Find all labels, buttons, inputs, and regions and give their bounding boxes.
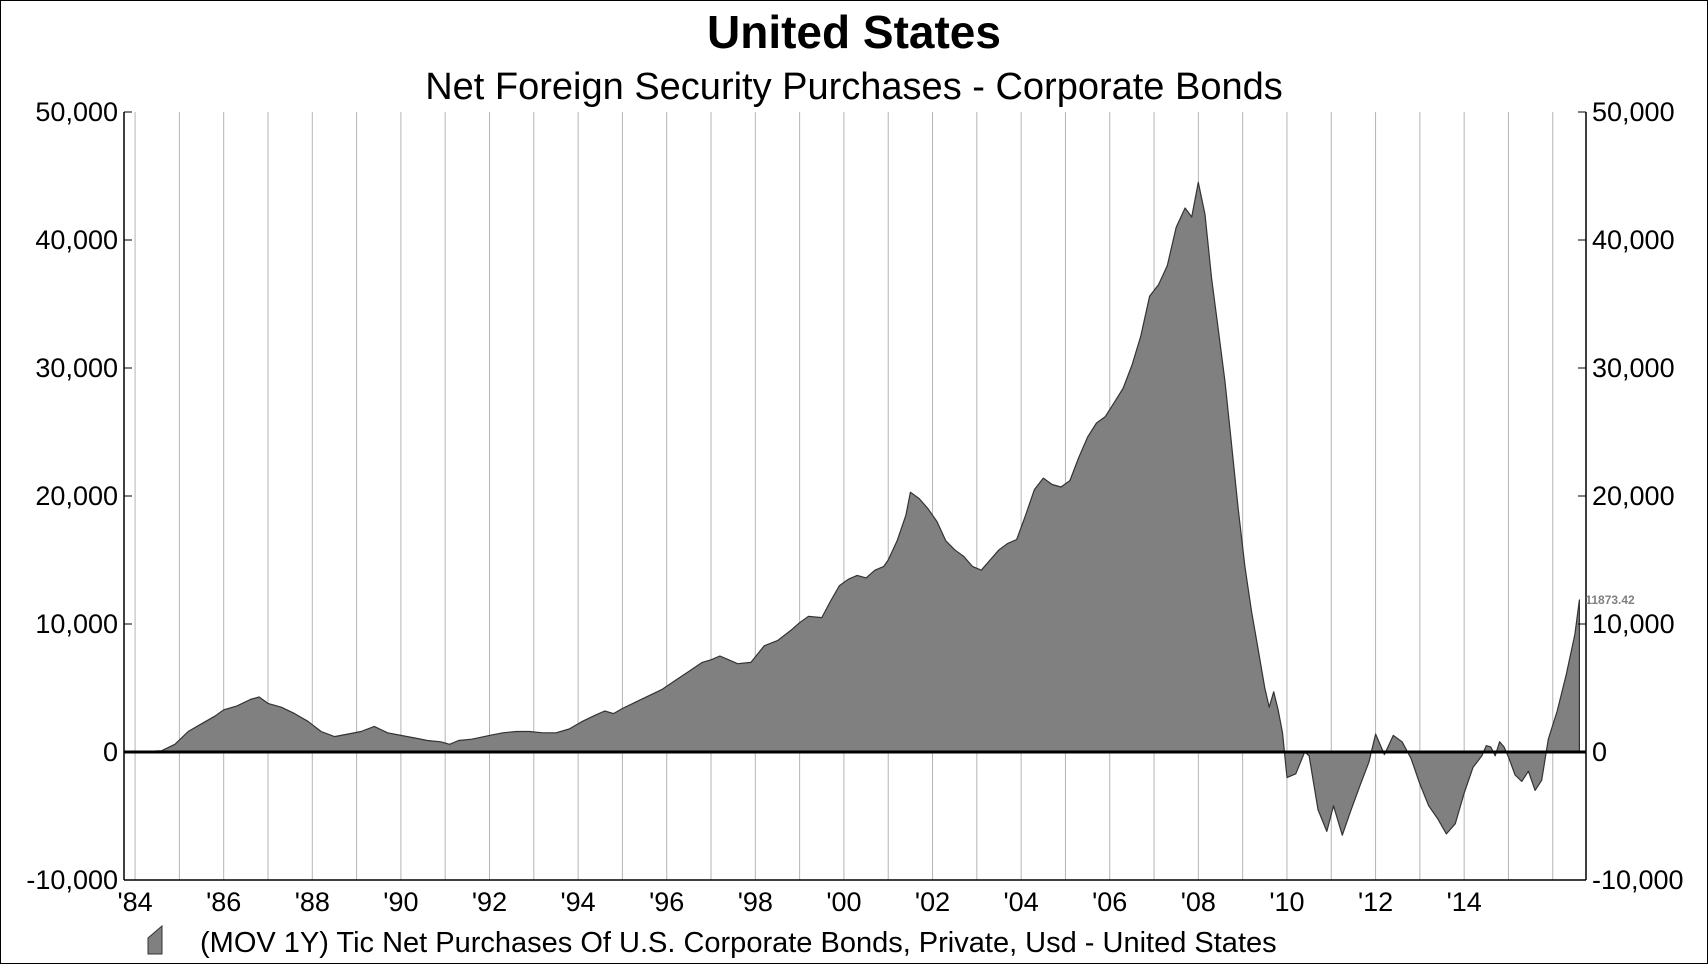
chart-subtitle: Net Foreign Security Purchases - Corpora…	[425, 66, 1283, 108]
chart-title: United States	[707, 6, 1001, 58]
legend: (MOV 1Y) Tic Net Purchases Of U.S. Corpo…	[147, 924, 1277, 959]
x-axis-tick-labels: '84 '86 '88 '90 '92 '94 '96 '98 '00 '02 '04 '06 '08 '…	[117, 887, 1481, 917]
y-tick-label-right: 30,000	[1592, 353, 1675, 383]
x-tick-label: '12	[1358, 887, 1393, 917]
y-tick-label-right: -10,000	[1592, 865, 1684, 895]
x-tick-label: '90	[383, 887, 418, 917]
y-tick-label-right: 20,000	[1592, 481, 1675, 511]
series-area	[134, 181, 1580, 836]
x-tick-label: '08	[1181, 887, 1216, 917]
y-tick-label-right: 50,000	[1592, 97, 1675, 127]
y-axis-left-tick-labels: 50,000 40,000 30,000 20,000 10,000 0 -10,000	[26, 97, 118, 895]
x-tick-label: '06	[1092, 887, 1127, 917]
y-axis-right-tick-labels: 50,000 40,000 30,000 20,000 10,000 0 -10,000	[1592, 97, 1684, 895]
x-tick-label: '02	[915, 887, 950, 917]
x-tick-label: '84	[117, 887, 152, 917]
x-tick-label: '92	[472, 887, 507, 917]
legend-entry: (MOV 1Y) Tic Net Purchases Of U.S. Corpo…	[200, 927, 1277, 959]
y-tick-label-left: 0	[103, 737, 118, 767]
y-tick-label-right: 10,000	[1592, 609, 1675, 639]
legend-area-swatch-icon	[147, 924, 163, 955]
x-tick-label: '14	[1447, 887, 1482, 917]
x-tick-label: '86	[206, 887, 241, 917]
series-area-path	[134, 181, 1580, 836]
x-tick-label: '88	[295, 887, 330, 917]
x-tick-label: '10	[1269, 887, 1304, 917]
x-tick-label: '98	[738, 887, 773, 917]
y-tick-label-left: 30,000	[35, 353, 118, 383]
y-tick-label-left: 10,000	[35, 609, 118, 639]
x-tick-label: '94	[561, 887, 596, 917]
y-tick-label-left: 40,000	[35, 225, 118, 255]
y-tick-label-right: 0	[1592, 737, 1607, 767]
last-value-label: 11873.42	[1585, 593, 1635, 607]
y-tick-label-left: -10,000	[26, 865, 118, 895]
y-tick-label-left: 50,000	[35, 97, 118, 127]
y-tick-label-right: 40,000	[1592, 225, 1675, 255]
y-tick-label-left: 20,000	[35, 481, 118, 511]
x-tick-label: '96	[649, 887, 684, 917]
axes	[123, 111, 1587, 881]
x-tick-label: '04	[1004, 887, 1039, 917]
x-tick-label: '00	[826, 887, 861, 917]
